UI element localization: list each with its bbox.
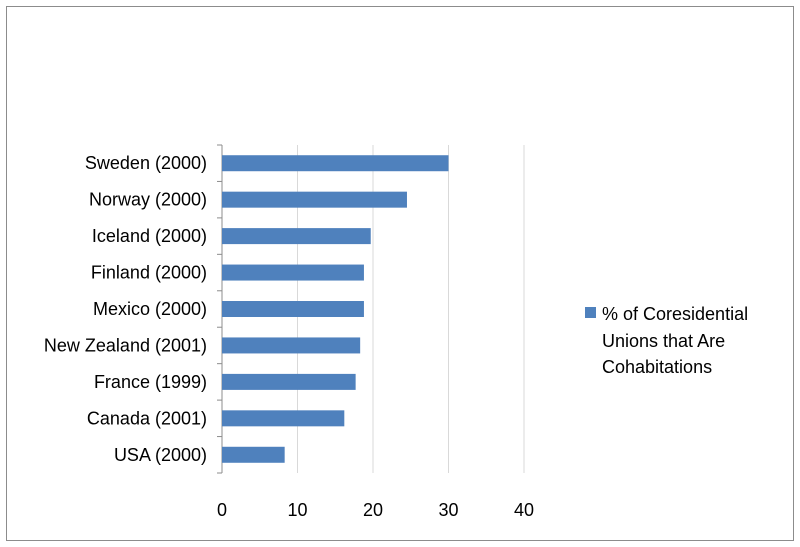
category-label: Iceland (2000) [92, 226, 207, 246]
category-label: Mexico (2000) [93, 299, 207, 319]
category-label: New Zealand (2001) [44, 335, 207, 355]
chart-frame [6, 6, 794, 541]
legend-swatch [585, 307, 596, 318]
x-tick-label: 30 [438, 500, 458, 520]
legend-line-3: Cohabitations [602, 357, 712, 377]
bar-2 [222, 228, 371, 245]
bar-6 [222, 373, 356, 390]
category-label: Canada (2001) [87, 408, 207, 428]
legend-line-1: % of Coresidential [602, 304, 748, 324]
x-tick-label: 20 [363, 500, 383, 520]
category-label: USA (2000) [114, 445, 207, 465]
category-labels: Sweden (2000) Norway (2000) Iceland (2000)… [44, 153, 207, 465]
category-label: France (1999) [94, 372, 207, 392]
bars [222, 155, 449, 463]
x-tick-label: 10 [287, 500, 307, 520]
y-axis [217, 144, 223, 474]
bar-4 [222, 301, 364, 317]
category-label: Norway (2000) [89, 190, 207, 210]
category-label: Sweden (2000) [85, 153, 207, 173]
x-tick-labels: 0 10 20 30 40 [217, 500, 534, 520]
category-label: Finland (2000) [91, 263, 207, 283]
bar-1 [222, 191, 407, 208]
legend: % of Coresidential Unions that Are Cohab… [585, 304, 748, 377]
bar-5 [222, 337, 361, 354]
bar-3 [222, 264, 364, 281]
legend-line-2: Unions that Are [602, 331, 725, 351]
bar-0 [222, 155, 449, 172]
x-tick-label: 40 [514, 500, 534, 520]
bar-8 [222, 446, 285, 463]
bar-7 [222, 410, 345, 427]
x-tick-label: 0 [217, 500, 227, 520]
